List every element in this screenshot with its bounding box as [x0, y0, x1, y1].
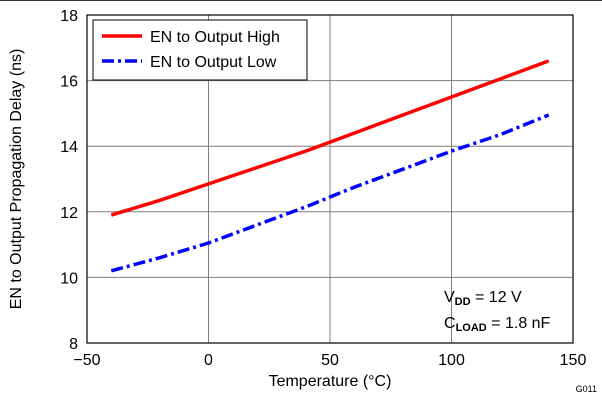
- x-tick-label: 50: [321, 352, 339, 369]
- legend-label: EN to Output Low: [150, 54, 277, 71]
- cload-symbol: C: [444, 315, 456, 332]
- y-tick-label: 18: [60, 8, 78, 25]
- y-tick-label: 12: [60, 205, 78, 222]
- y-tick-label: 14: [60, 139, 78, 156]
- cload-annotation: CLOAD = 1.8 nF: [444, 315, 551, 334]
- x-axis-label: Temperature (°C): [269, 373, 392, 390]
- plot-frame: [86, 14, 574, 344]
- series-line-output-high: [110, 59, 550, 217]
- legend: EN to Output High EN to Output Low: [92, 19, 308, 81]
- vdd-annotation: VDD = 12 V: [444, 289, 522, 308]
- x-tick-label: 0: [204, 352, 213, 369]
- vdd-value: = 12 V: [471, 289, 522, 306]
- y-tick-labels: 8 10 12 14 16 18: [60, 8, 78, 353]
- series-line-output-low: [110, 113, 550, 273]
- figure-id: G011: [576, 384, 597, 394]
- x-tick-label: 150: [560, 352, 587, 369]
- legend-label: EN to Output High: [150, 29, 280, 46]
- vdd-subscript: DD: [455, 296, 471, 308]
- x-tick-labels: −50 0 50 100 150: [73, 352, 586, 369]
- cload-subscript: LOAD: [456, 322, 487, 334]
- y-axis-label: EN to Output Propagation Delay (ns): [8, 49, 25, 310]
- x-tick-label: 100: [438, 352, 465, 369]
- vdd-symbol: V: [444, 289, 455, 306]
- y-tick-label: 10: [60, 270, 78, 287]
- y-tick-label: 8: [69, 336, 78, 353]
- series-layer: [110, 59, 550, 273]
- x-tick-label: −50: [73, 352, 100, 369]
- legend-box: [92, 19, 308, 81]
- conditions-annotation: VDD = 12 V CLOAD = 1.8 nF: [444, 289, 551, 334]
- y-tick-label: 16: [60, 74, 78, 91]
- cload-value: = 1.8 nF: [487, 315, 551, 332]
